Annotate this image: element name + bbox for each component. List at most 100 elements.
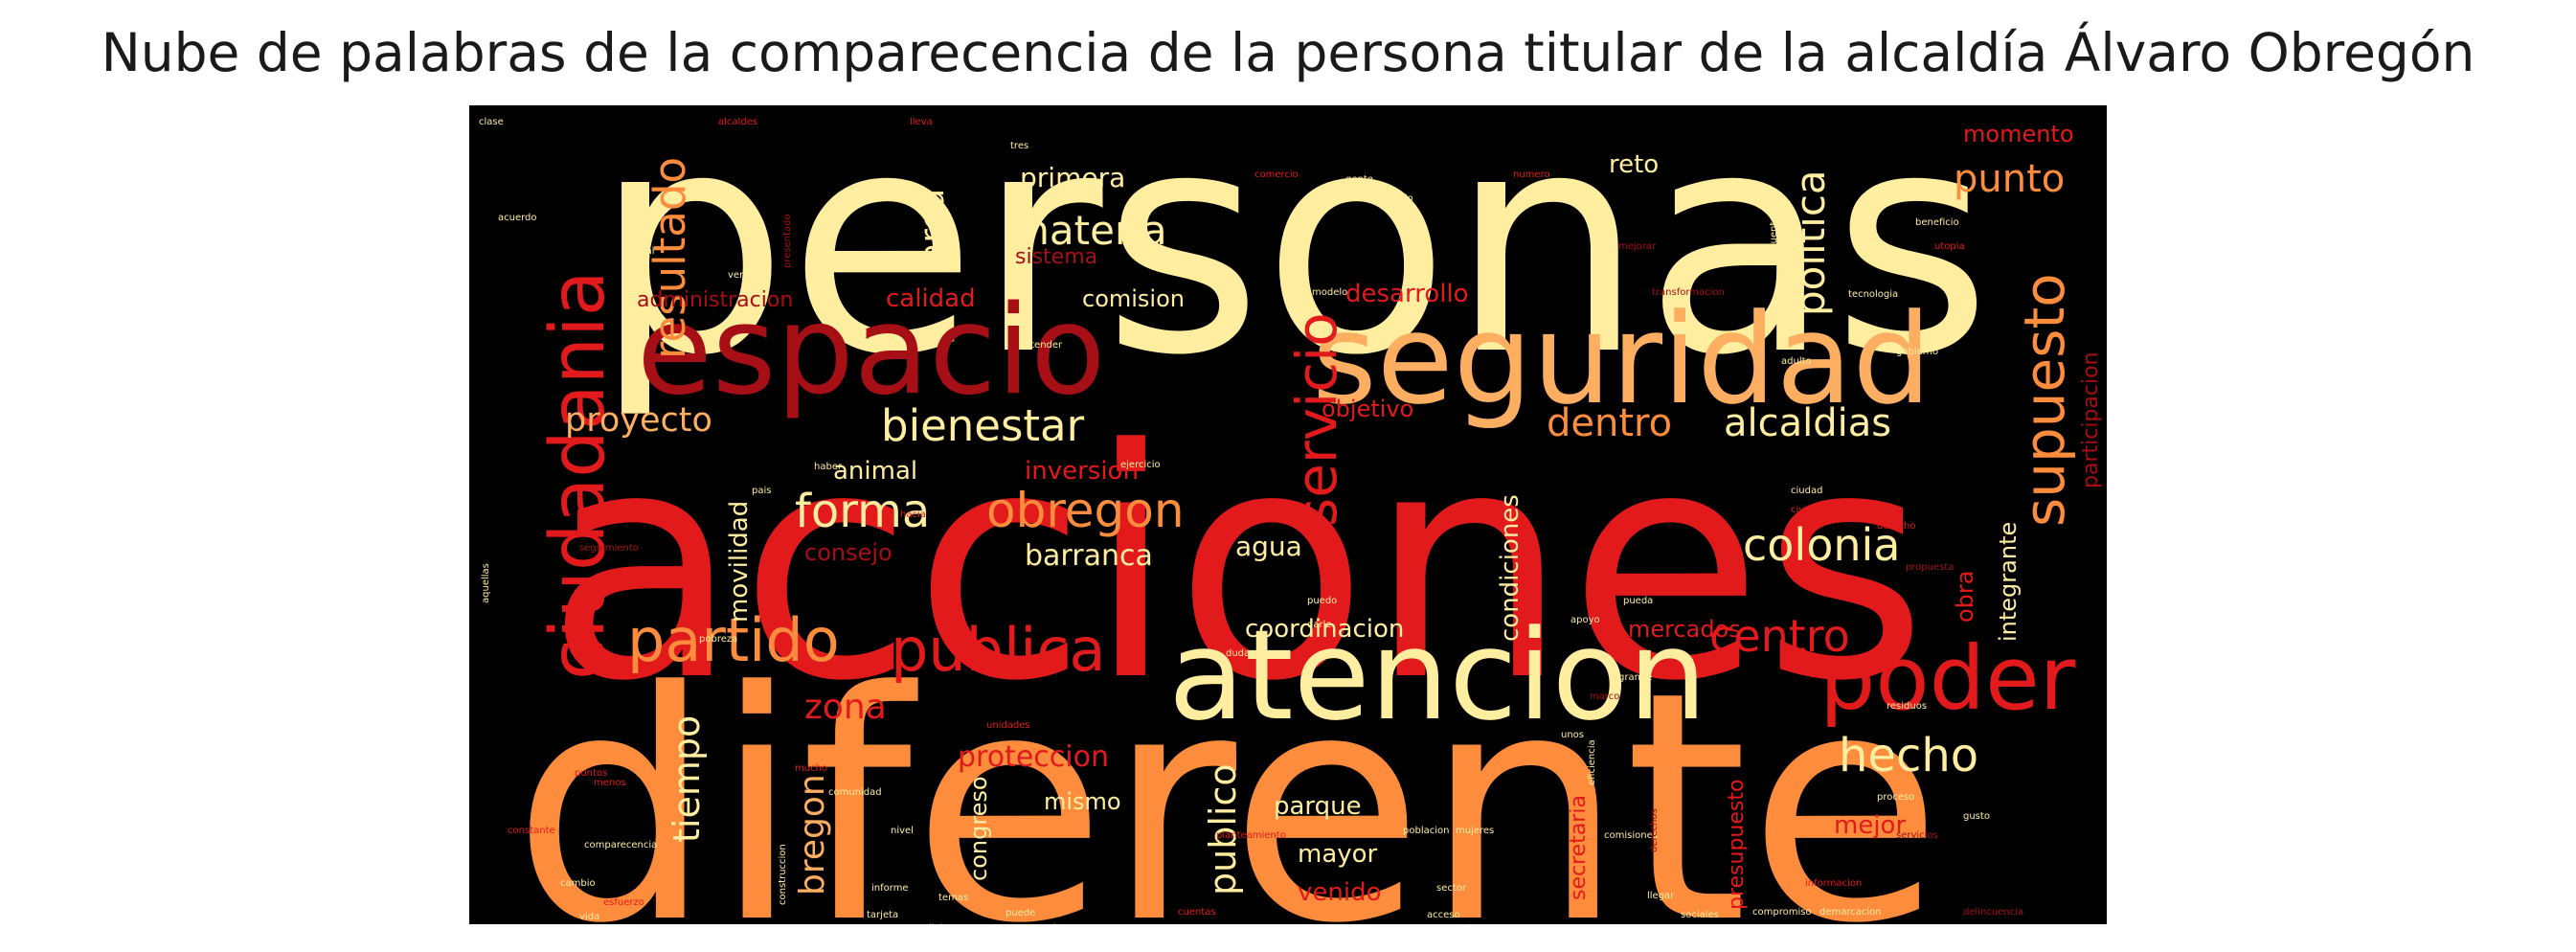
- word-servicio: servicio: [1284, 312, 1349, 527]
- word-marco: marco: [1590, 691, 1619, 702]
- word-tiempo: tiempo: [666, 715, 708, 843]
- word-residuos: residuos: [1887, 701, 1927, 712]
- word-comision: comision: [1082, 285, 1185, 312]
- word-llegar: llegar: [1647, 891, 1675, 901]
- word-pais: pais: [752, 486, 771, 496]
- word-mujeres: mujeres: [1456, 826, 1494, 836]
- word-hacia: hacia: [900, 510, 926, 520]
- word-beneficio: beneficio: [1915, 217, 1959, 228]
- word-puede: puede: [1006, 908, 1035, 918]
- word-resultado: resultado: [644, 157, 695, 359]
- word-acuerdo: acuerdo: [498, 213, 537, 223]
- word-mercados: mercados: [1628, 616, 1741, 643]
- word-secretaria: secretaria: [1567, 795, 1591, 900]
- word-adulto: adulto: [1781, 356, 1812, 367]
- word-acciones: acciones: [546, 382, 1928, 750]
- word-construccion: construccion: [778, 844, 788, 905]
- word-alcaldes: alcaldes: [718, 117, 757, 127]
- word-participacion: participacion: [2079, 352, 2103, 489]
- word-social: social: [627, 246, 655, 257]
- word-derecho: derecho: [1877, 521, 1916, 532]
- word-mucho: mucho: [795, 763, 827, 774]
- word-poblacion: poblacion: [1403, 826, 1449, 836]
- word-cambio: cambio: [560, 878, 596, 889]
- word-demarcacion: demarcacion: [1819, 907, 1882, 918]
- word-partido: partido: [627, 605, 840, 675]
- word-temas: temas: [938, 893, 968, 903]
- word-agua: agua: [1235, 531, 1302, 562]
- word-ciudad: ciudad: [1791, 486, 1822, 496]
- word-tecnologia: tecnologia: [1848, 289, 1898, 300]
- word-obregon: obregon: [986, 483, 1185, 538]
- word-servicios: servicios: [1896, 830, 1938, 841]
- word-materia: materia: [1010, 207, 1167, 254]
- word-clase: clase: [479, 117, 504, 127]
- word-bienestar: bienestar: [881, 400, 1085, 451]
- word-pueda: pueda: [1623, 596, 1653, 606]
- word-nivel: nivel: [891, 826, 914, 836]
- word-mayor: mayor: [1298, 840, 1378, 869]
- word-pobreza: pobreza: [699, 634, 737, 645]
- word-alcaldias: alcaldias: [1724, 401, 1891, 445]
- word-primera: primera: [1020, 162, 1125, 193]
- word-barranca: barranca: [1025, 539, 1153, 573]
- word-calidad: calidad: [886, 284, 976, 313]
- word-vida: vida: [579, 912, 599, 922]
- word-constante: constante: [508, 826, 555, 836]
- word-gusto: gusto: [1963, 811, 1990, 822]
- word-congreso: congreso: [965, 776, 992, 881]
- word-mismo: mismo: [1044, 788, 1121, 815]
- word-gobierno: gobierno: [1896, 347, 1938, 357]
- word-objetivo: objetivo: [1322, 396, 1413, 422]
- word-area: area: [914, 189, 952, 263]
- word-administracion: administracion: [637, 288, 793, 312]
- word-cloud: personas acciones diferente seguridad espaci…: [469, 105, 2107, 924]
- word-inversion: inversion: [1025, 457, 1139, 486]
- word-darle: darle: [1307, 620, 1332, 630]
- word-coordinacion: coordinacion: [1245, 615, 1404, 644]
- word-eficiencia: eficiencia: [1587, 739, 1597, 785]
- word-personas: personas: [594, 105, 1992, 422]
- word-seguimiento: seguimiento: [579, 543, 639, 554]
- word-parque: parque: [1274, 792, 1362, 821]
- word-informacion: informacion: [1805, 878, 1862, 889]
- word-cuenta: cuenta: [1769, 216, 1779, 249]
- word-seguridad: seguridad: [1312, 286, 1932, 432]
- word-unos: unos: [1561, 730, 1584, 740]
- word-desarrollo: desarrollo: [1345, 280, 1469, 308]
- word-numero: numero: [1513, 170, 1550, 180]
- word-delincuencia: delincuencia: [1963, 907, 2023, 918]
- word-puntos: puntos: [575, 768, 607, 779]
- word-utopia: utopia: [1934, 241, 1965, 252]
- word-modelo: modelo: [1312, 287, 1347, 298]
- word-dentro: dentro: [1547, 401, 1672, 445]
- word-duda: duda: [1226, 648, 1250, 659]
- word-poder: poder: [1819, 627, 2076, 730]
- word-comercio: comercio: [1254, 170, 1299, 180]
- word-bregon: bregon: [793, 774, 832, 895]
- word-apoyo: apoyo: [1570, 615, 1600, 625]
- word-unidades: unidades: [986, 720, 1030, 731]
- word-civil: civil: [1791, 505, 1810, 515]
- word-verde: verde: [728, 270, 756, 281]
- word-rendicion: rendicion: [910, 923, 954, 924]
- word-atender: atender: [1025, 340, 1063, 351]
- word-esfuerzo: esfuerzo: [603, 897, 644, 908]
- word-sociales: sociales: [1681, 910, 1719, 920]
- word-derechos: derechos: [1649, 808, 1660, 852]
- word-movilidad: movilidad: [725, 501, 754, 623]
- word-diferente: diferente: [512, 624, 1942, 924]
- word-punto: punto: [1954, 157, 2065, 201]
- word-transformacion: transformacion: [1652, 287, 1725, 298]
- word-proteccion: proteccion: [958, 740, 1109, 774]
- word-realizado: realizado: [1369, 193, 1413, 204]
- word-publico: publico: [1202, 763, 1244, 895]
- word-acceso: acceso: [1427, 910, 1460, 920]
- word-calle: calle: [1456, 923, 1478, 924]
- word-sistema: sistema: [1015, 245, 1097, 269]
- word-puedo: puedo: [1307, 596, 1337, 606]
- word-propuesta: propuesta: [1906, 562, 1954, 573]
- word-consejo: consejo: [804, 539, 893, 566]
- word-percepcion: percepcion: [1015, 923, 1068, 924]
- word-hecho: hecho: [1839, 729, 1978, 782]
